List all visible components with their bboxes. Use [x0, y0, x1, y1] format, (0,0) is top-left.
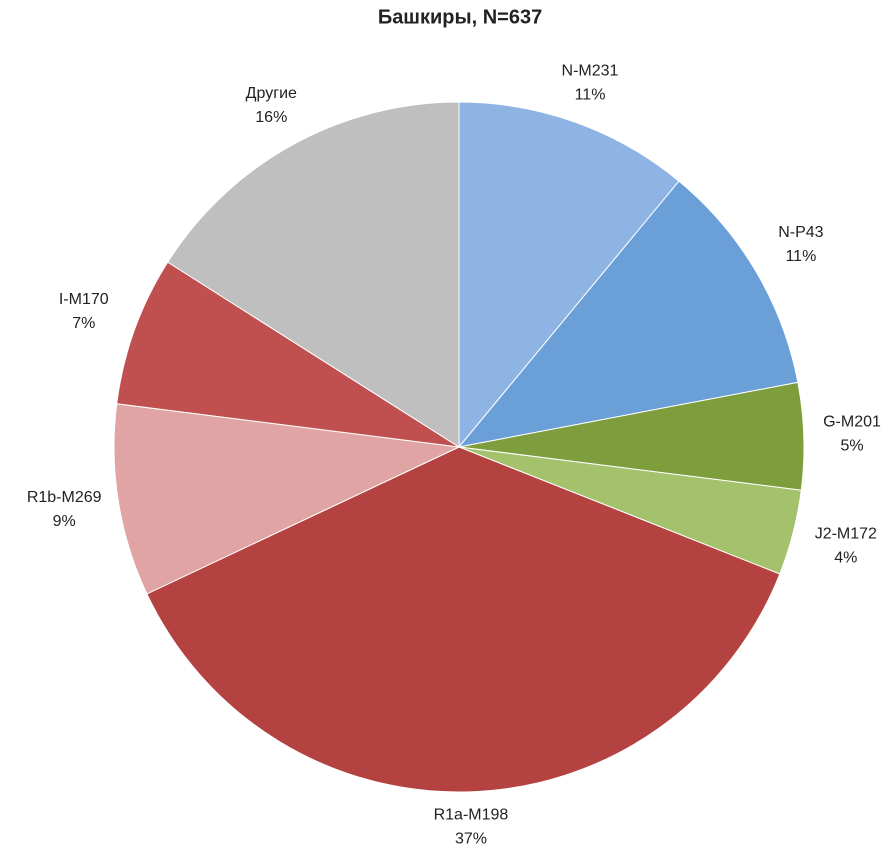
slice-label: R1a-M198: [434, 807, 509, 824]
pie-slice: [113, 403, 461, 595]
slice-label: I-M170: [59, 291, 109, 308]
slice-value-label: 37%: [455, 831, 487, 848]
pie-slice: [146, 446, 781, 793]
slice-value-label: 11%: [785, 248, 816, 265]
chart-title: Башкиры, N=637: [378, 6, 542, 28]
slice-label: Другие: [246, 85, 297, 102]
slice-value-label: 4%: [834, 550, 857, 567]
pie-slice: [116, 261, 460, 448]
slice-value-label: 5%: [840, 438, 863, 455]
pie-slice: [167, 101, 460, 448]
slice-label: N-M231: [562, 62, 619, 79]
pie-slice: [457, 180, 799, 448]
slice-value-label: 9%: [53, 513, 76, 530]
slice-label: R1b-M269: [27, 489, 102, 506]
slice-value-label: 11%: [575, 86, 606, 103]
pie-slice: [458, 101, 680, 449]
slice-label: J2-M172: [815, 526, 877, 543]
slice-value-label: 7%: [72, 315, 95, 332]
slice-value-label: 16%: [255, 109, 287, 126]
slice-label: G-M201: [823, 414, 881, 431]
slice-label: N-P43: [778, 224, 823, 241]
